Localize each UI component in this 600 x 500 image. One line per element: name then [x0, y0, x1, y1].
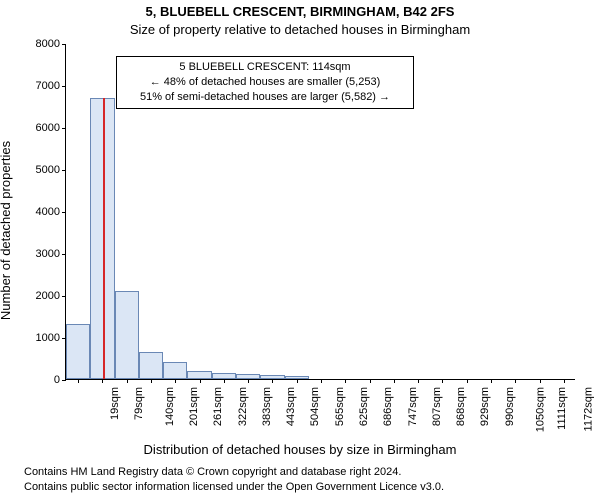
- y-tick-label: 3000: [24, 248, 60, 260]
- y-tick-label: 0: [24, 374, 60, 386]
- y-axis-label-text: Number of detached properties: [0, 140, 14, 319]
- x-tick-mark: [272, 379, 273, 383]
- x-tick-label: 747sqm: [407, 387, 419, 426]
- y-tick-mark: [62, 128, 66, 129]
- x-tick-label: 261sqm: [212, 387, 224, 426]
- x-tick-mark: [345, 379, 346, 383]
- x-tick-label: 383sqm: [261, 387, 273, 426]
- x-tick-label: 201sqm: [188, 387, 200, 426]
- y-tick-mark: [62, 44, 66, 45]
- x-tick-mark: [467, 379, 468, 383]
- chart-title-sub: Size of property relative to detached ho…: [0, 22, 600, 37]
- x-tick-label: 807sqm: [431, 387, 443, 426]
- y-tick-label: 2000: [24, 290, 60, 302]
- x-tick-label: 504sqm: [310, 387, 322, 426]
- x-tick-mark: [102, 379, 103, 383]
- x-tick-label: 443sqm: [285, 387, 297, 426]
- x-tick-mark: [418, 379, 419, 383]
- x-tick-label: 1050sqm: [534, 387, 546, 432]
- x-tick-mark: [127, 379, 128, 383]
- x-tick-label: 1172sqm: [582, 387, 594, 431]
- x-tick-label: 686sqm: [382, 387, 394, 426]
- chart-title-main: 5, BLUEBELL CRESCENT, BIRMINGHAM, B42 2F…: [0, 4, 600, 19]
- y-tick-label: 7000: [24, 80, 60, 92]
- x-tick-mark: [515, 379, 516, 383]
- annotation-line3: 51% of semi-detached houses are larger (…: [123, 90, 407, 105]
- property-marker-line: [103, 98, 105, 379]
- x-tick-mark: [151, 379, 152, 383]
- x-tick-label: 625sqm: [358, 387, 370, 426]
- x-tick-label: 929sqm: [480, 387, 492, 426]
- annotation-line2: ← 48% of detached houses are smaller (5,…: [123, 75, 407, 90]
- y-tick-label: 4000: [24, 206, 60, 218]
- y-tick-mark: [62, 380, 66, 381]
- y-tick-mark: [62, 254, 66, 255]
- x-tick-mark: [564, 379, 565, 383]
- x-tick-label: 140sqm: [164, 387, 176, 426]
- y-tick-label: 5000: [24, 164, 60, 176]
- y-tick-mark: [62, 212, 66, 213]
- x-tick-label: 1111sqm: [556, 387, 568, 430]
- plot-wrapper: 01000200030004000500060007000800019sqm79…: [65, 44, 575, 380]
- x-tick-mark: [394, 379, 395, 383]
- x-tick-label: 19sqm: [109, 387, 121, 420]
- x-tick-mark: [78, 379, 79, 383]
- credits-line1: Contains HM Land Registry data © Crown c…: [24, 465, 444, 479]
- x-tick-label: 79sqm: [133, 387, 145, 420]
- histogram-bar: [163, 362, 187, 379]
- x-tick-label: 565sqm: [334, 387, 346, 426]
- plot-area: 01000200030004000500060007000800019sqm79…: [65, 44, 575, 380]
- histogram-bar: [139, 352, 163, 379]
- x-tick-mark: [200, 379, 201, 383]
- x-tick-label: 322sqm: [237, 387, 249, 426]
- x-axis-label: Distribution of detached houses by size …: [0, 442, 600, 457]
- x-tick-mark: [491, 379, 492, 383]
- credits-line2: Contains public sector information licen…: [24, 480, 444, 494]
- x-tick-mark: [540, 379, 541, 383]
- chart-container: 5, BLUEBELL CRESCENT, BIRMINGHAM, B42 2F…: [0, 0, 600, 500]
- x-tick-mark: [442, 379, 443, 383]
- histogram-bar: [115, 291, 139, 379]
- y-tick-label: 8000: [24, 38, 60, 50]
- x-tick-mark: [370, 379, 371, 383]
- x-tick-mark: [321, 379, 322, 383]
- y-tick-mark: [62, 296, 66, 297]
- x-tick-mark: [297, 379, 298, 383]
- x-tick-label: 990sqm: [504, 387, 516, 426]
- y-tick-label: 6000: [24, 122, 60, 134]
- y-tick-mark: [62, 170, 66, 171]
- x-tick-mark: [248, 379, 249, 383]
- credits-block: Contains HM Land Registry data © Crown c…: [24, 465, 444, 494]
- x-tick-mark: [175, 379, 176, 383]
- annotation-box: 5 BLUEBELL CRESCENT: 114sqm← 48% of deta…: [116, 56, 414, 109]
- x-tick-mark: [224, 379, 225, 383]
- histogram-bar: [187, 371, 211, 379]
- y-axis-label: Number of detached properties: [0, 0, 16, 460]
- x-tick-label: 868sqm: [455, 387, 467, 426]
- annotation-line1: 5 BLUEBELL CRESCENT: 114sqm: [123, 60, 407, 75]
- y-tick-mark: [62, 86, 66, 87]
- histogram-bar: [66, 324, 90, 379]
- y-tick-label: 1000: [24, 332, 60, 344]
